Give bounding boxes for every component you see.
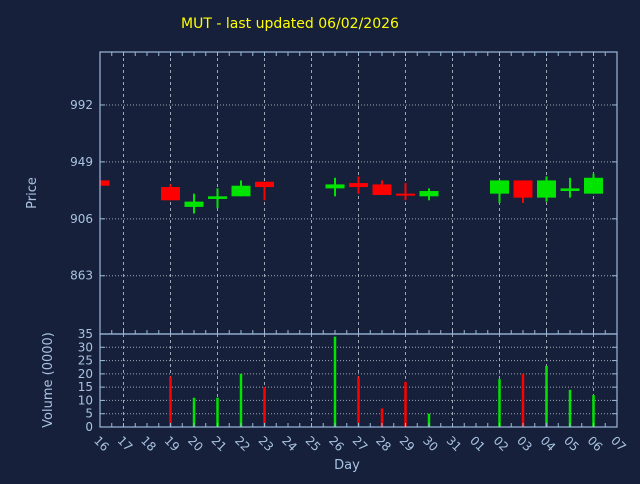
candle-body: [537, 180, 556, 198]
volume-bar: [192, 397, 196, 427]
candle-body: [208, 196, 227, 199]
volume-tick-label: 10: [78, 393, 93, 407]
candle-body: [560, 188, 580, 192]
day-tick-label: 28: [373, 433, 394, 454]
volume-bar: [169, 376, 172, 427]
day-tick-label: 29: [397, 433, 418, 454]
volume-bar: [404, 381, 407, 427]
candlestick-series: [100, 173, 603, 214]
volume-bar: [239, 373, 243, 427]
chart-title: MUT - last updated 06/02/2026: [181, 16, 399, 32]
volume-tick-label: 30: [78, 340, 93, 354]
day-tick-label: 25: [303, 433, 324, 454]
volume-bar: [380, 408, 384, 427]
day-tick-label: 03: [514, 433, 535, 454]
candle-body: [419, 191, 439, 197]
candle-body: [100, 180, 110, 186]
candle-body: [349, 183, 368, 188]
day-tick-label: 02: [491, 433, 512, 454]
axes-frame: [99, 51, 618, 428]
candle-body: [490, 180, 509, 194]
volume-bar: [357, 376, 360, 427]
volume-bar: [592, 395, 595, 427]
volume-bar: [427, 413, 431, 427]
volume-bar: [545, 365, 548, 427]
day-tick-label: 18: [138, 433, 159, 454]
volume-bar: [216, 397, 219, 427]
volume-axis-label: Volume (0000): [41, 332, 56, 428]
candle-body: [396, 193, 415, 196]
candle-body: [513, 180, 533, 198]
volume-tick-label: 25: [78, 354, 93, 368]
candle-body: [231, 185, 251, 197]
price-tick-label: 992: [70, 98, 93, 112]
day-tick-label: 21: [209, 433, 230, 454]
candle-body: [255, 181, 274, 188]
volume-tick-label: 35: [78, 327, 93, 341]
day-tick-label: 16: [91, 433, 112, 454]
price-tick-label: 906: [70, 212, 93, 226]
price-tick-label: 949: [70, 155, 93, 169]
candle-body: [325, 184, 345, 189]
day-tick-label: 20: [185, 433, 206, 454]
day-tick-label: 07: [608, 433, 629, 454]
day-tick-label: 06: [585, 433, 606, 454]
candle-body: [584, 177, 603, 194]
volume-bar: [568, 389, 572, 427]
volume-bar: [521, 373, 525, 427]
day-tick-label: 04: [538, 433, 559, 454]
day-tick-label: 05: [561, 433, 582, 454]
price-tick-label: 863: [70, 269, 93, 283]
day-tick-label: 31: [444, 433, 465, 454]
volume-tick-label: 15: [78, 380, 93, 394]
day-tick-label: 01: [467, 433, 488, 454]
candle-body: [372, 184, 392, 195]
day-tick-label: 27: [350, 433, 371, 454]
price-axis-label: Price: [25, 177, 40, 209]
day-tick-label: 19: [162, 433, 183, 454]
volume-series: [169, 336, 595, 427]
gridlines: [100, 52, 617, 427]
day-tick-label: 24: [279, 433, 300, 454]
day-tick-label: 22: [232, 433, 253, 454]
x-axis-label: Day: [334, 458, 360, 473]
volume-bar: [498, 379, 501, 427]
volume-tick-label: 5: [85, 407, 93, 421]
volume-tick-label: 20: [78, 367, 93, 381]
candle-body: [161, 187, 180, 201]
day-tick-label: 26: [326, 433, 347, 454]
volume-bar: [333, 336, 337, 427]
day-tick-label: 23: [256, 433, 277, 454]
day-tick-label: 30: [420, 433, 441, 454]
volume-bar: [263, 387, 266, 427]
day-tick-label: 17: [115, 433, 136, 454]
candle-body: [184, 201, 204, 207]
volume-tick-label: 0: [85, 420, 93, 434]
